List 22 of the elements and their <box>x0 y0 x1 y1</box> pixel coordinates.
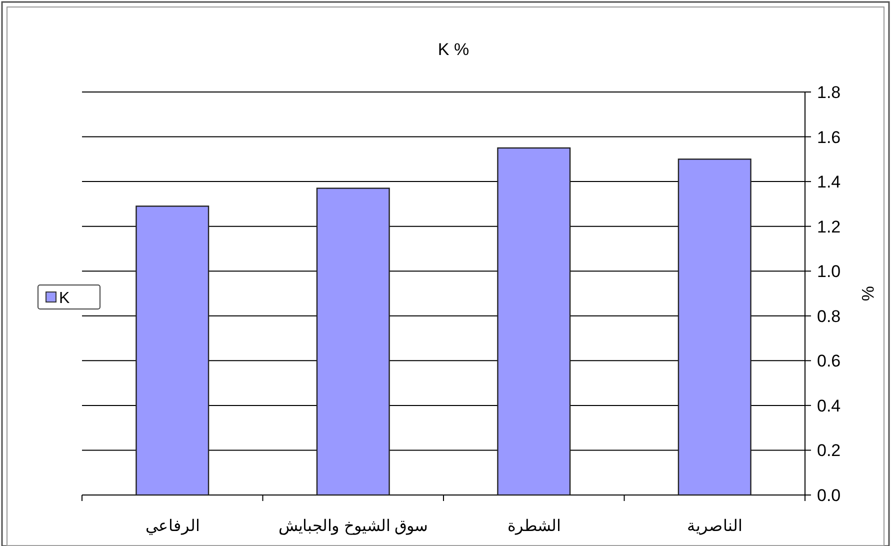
legend-label: K <box>59 290 70 307</box>
y-tick-label: 1.6 <box>817 128 841 147</box>
y-tick-label: 0.2 <box>817 441 841 460</box>
y-tick-label: 0.0 <box>817 486 841 505</box>
bar <box>678 158 752 496</box>
x-tick-label: الناصرية <box>687 518 742 535</box>
y-tick-label: 1.2 <box>817 217 841 236</box>
y-tick-label: 0.4 <box>817 396 841 416</box>
x-tick-label: الشطرة <box>507 518 560 535</box>
x-tick-label: سوق الشيوخ والجبايش <box>278 518 428 535</box>
legend: K <box>38 284 100 310</box>
y-tick-label: 0.8 <box>817 306 841 326</box>
y-tick-label: 0.6 <box>817 352 841 371</box>
y-tick-label: 1.0 <box>817 262 841 282</box>
bar <box>136 206 210 496</box>
y-axis-title: % <box>858 286 877 302</box>
x-tick-label: الرفاعي <box>145 518 200 535</box>
bar <box>316 188 390 496</box>
chart-title: K % <box>438 40 470 59</box>
bar <box>497 147 571 496</box>
y-tick-label: 1.4 <box>817 172 841 192</box>
y-tick-label: 1.8 <box>817 83 841 102</box>
